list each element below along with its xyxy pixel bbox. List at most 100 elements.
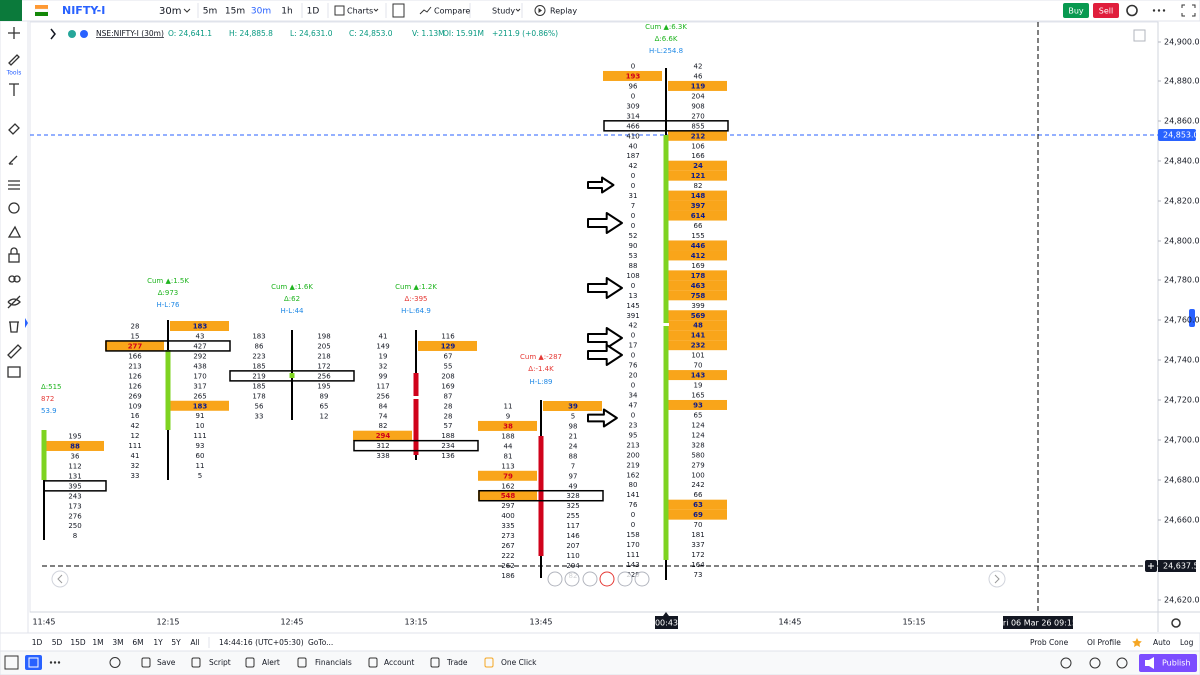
theme-icon[interactable] <box>109 657 121 668</box>
annotation-arrow <box>587 344 623 366</box>
interval-button[interactable]: 15m <box>225 7 245 17</box>
chart-control-button[interactable] <box>547 571 563 587</box>
scroll-button[interactable] <box>51 570 69 588</box>
logo[interactable] <box>0 0 22 21</box>
volume-cell: 0 <box>631 282 635 290</box>
bottom-item[interactable]: Financials <box>315 658 352 667</box>
compare-button[interactable]: Compare <box>434 7 470 16</box>
chart-control-button[interactable] <box>582 571 598 587</box>
legend-low: L: 24,631.0 <box>290 29 333 38</box>
bottom-item[interactable]: Save <box>157 658 176 667</box>
tool-icons[interactable] <box>7 27 22 378</box>
bottom-item[interactable]: Script <box>209 658 231 667</box>
bottom-item[interactable]: Trade <box>446 658 468 667</box>
interval-select[interactable]: 30m <box>159 6 181 17</box>
range-button[interactable]: 1M <box>92 638 103 647</box>
range-button[interactable]: 1Y <box>153 638 163 647</box>
panel-toggle-active[interactable] <box>25 655 42 670</box>
volume-highlight <box>668 370 727 381</box>
volume-highlight <box>668 160 727 171</box>
volume-cell: 66 <box>694 491 703 499</box>
more-dot[interactable] <box>49 661 53 664</box>
more-dot[interactable] <box>53 661 57 664</box>
chart-control-button[interactable] <box>599 571 615 587</box>
settings-icon[interactable] <box>1126 4 1138 17</box>
oi-profile-button[interactable]: OI Profile <box>1087 638 1121 647</box>
bottom-right-icon[interactable] <box>1089 657 1101 669</box>
right-panel-handle[interactable] <box>1189 309 1195 327</box>
axis-settings[interactable] <box>1171 618 1181 628</box>
volume-cell: 41 <box>131 452 140 460</box>
range-button[interactable]: 15D <box>70 638 86 647</box>
more-icon[interactable] <box>1157 9 1161 12</box>
toolbar-collapse[interactable] <box>25 318 28 328</box>
interval-button[interactable]: 5m <box>203 7 218 17</box>
volume-cell: 255 <box>566 512 579 520</box>
volume-cell: 178 <box>252 392 265 400</box>
range-button[interactable]: 3M <box>112 638 123 647</box>
buy-button-bg[interactable] <box>1063 3 1089 18</box>
more-icon[interactable] <box>1162 9 1166 12</box>
volume-cell: 33 <box>255 412 264 420</box>
bottom-right-icon[interactable] <box>1060 657 1072 669</box>
scroll-button[interactable] <box>988 570 1006 588</box>
range-button[interactable]: 1D <box>32 638 43 647</box>
volume-cell: 229 <box>626 571 639 579</box>
volume-cell: 162 <box>501 482 514 490</box>
replay-icon <box>534 5 546 16</box>
more-icon[interactable] <box>1152 9 1156 12</box>
volume-cell: 243 <box>68 492 81 500</box>
bottom-right-icon[interactable] <box>1116 657 1128 669</box>
goto-button[interactable]: GoTo... <box>308 638 333 647</box>
volume-cell: 5 <box>198 472 202 480</box>
bottom-item[interactable]: Alert <box>262 658 280 667</box>
symbol[interactable]: NIFTY-I <box>62 4 105 17</box>
volume-cell: 106 <box>691 142 705 150</box>
chart-control-button[interactable] <box>564 571 580 587</box>
volume-cell: 126 <box>128 372 142 380</box>
charts-button[interactable]: Charts <box>347 7 373 16</box>
volume-highlight <box>668 200 727 211</box>
prob-cone-button[interactable]: Prob Cone <box>1030 638 1069 647</box>
column-header: Δ:-1.4K <box>528 365 554 373</box>
bottom-item[interactable]: Account <box>384 658 414 667</box>
bottom-item[interactable]: One Click <box>501 658 537 667</box>
range-button[interactable]: All <box>190 638 199 647</box>
more-dot[interactable] <box>57 661 61 664</box>
replay-button[interactable]: Replay <box>550 7 577 16</box>
volume-highlight <box>45 440 104 451</box>
column-header: H-L:64.9 <box>401 307 431 315</box>
chart-control-button[interactable] <box>617 571 633 587</box>
volume-cell: 222 <box>501 552 514 560</box>
range-button[interactable]: 5D <box>52 638 63 647</box>
volume-cell: 21 <box>569 432 578 440</box>
panel-toggle[interactable] <box>4 655 19 670</box>
range-button[interactable]: 5Y <box>171 638 181 647</box>
fullscreen-icon[interactable] <box>1181 4 1196 17</box>
publish-button[interactable]: Publish <box>1162 659 1191 668</box>
volume-cell: 67 <box>444 352 453 360</box>
legend-symbol[interactable]: NSE:NIFTY-I (30m) <box>96 29 164 38</box>
interval-button[interactable]: 1D <box>307 7 320 17</box>
volume-cell: 262 <box>501 562 514 570</box>
volume-cell: 33 <box>131 472 140 480</box>
interval-button[interactable]: 1h <box>281 7 292 17</box>
time-label: 13:15 <box>404 618 427 627</box>
log-button[interactable]: Log <box>1180 638 1194 647</box>
sell-button-bg[interactable] <box>1093 3 1119 18</box>
pane-maximize[interactable] <box>1133 29 1146 42</box>
range-button[interactable]: 6M <box>132 638 143 647</box>
volume-cell: 55 <box>444 362 453 370</box>
interval-button[interactable]: 30m <box>251 7 271 17</box>
volume-highlight <box>478 420 537 431</box>
legend-toggle[interactable] <box>50 28 56 40</box>
sell-button[interactable]: Sell <box>1099 7 1113 16</box>
study-button[interactable]: Study <box>492 7 515 16</box>
favorite-star[interactable] <box>1132 638 1142 647</box>
volume-cell: 391 <box>626 312 639 320</box>
auto-button[interactable]: Auto <box>1153 638 1171 647</box>
chart-control-button[interactable] <box>634 571 650 587</box>
study-chevron <box>515 8 521 12</box>
volume-cell: 569 <box>691 312 706 320</box>
buy-button[interactable]: Buy <box>1068 7 1084 16</box>
